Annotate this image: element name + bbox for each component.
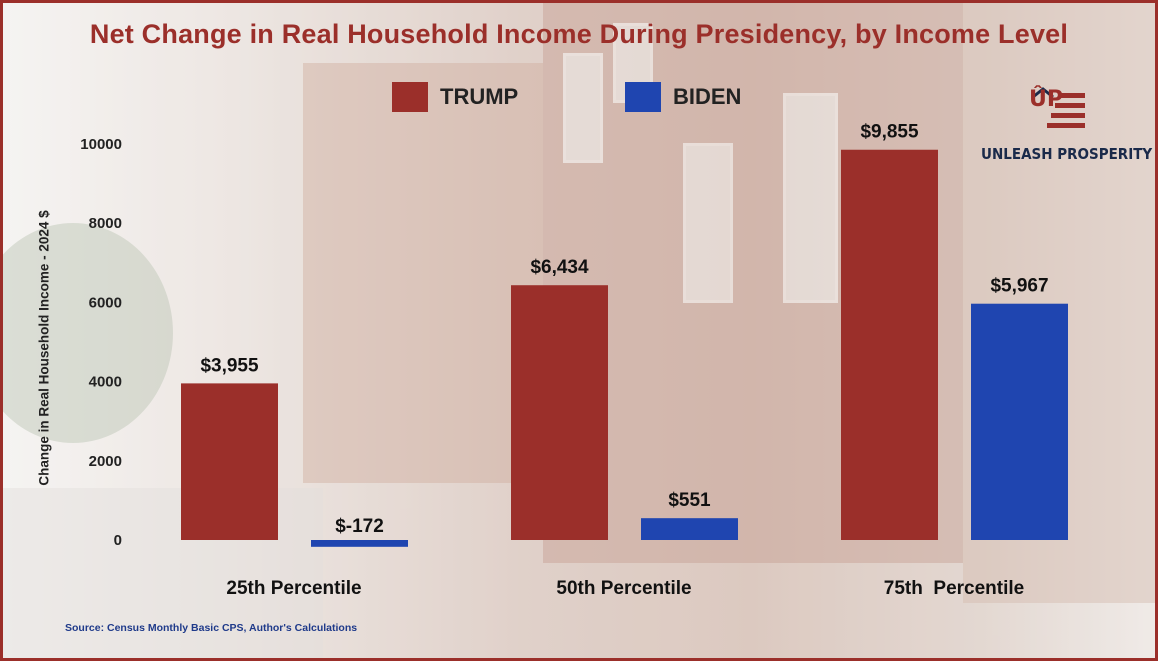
bar-chart: 0 2000 4000 6000 8000 10000 $3,955 $-172 25th Pe… [80, 122, 1068, 599]
window [683, 143, 733, 303]
tree [3, 223, 173, 443]
legend-item-trump: TRUMP [392, 82, 518, 112]
category-label: 75th Percentile [884, 578, 1024, 599]
y-tick-label: 10000 [80, 136, 122, 153]
flag-icon [1032, 87, 1085, 128]
y-tick-label: 8000 [89, 215, 122, 232]
legend-item-biden: BIDEN [625, 82, 741, 112]
legend-swatch-trump [392, 82, 428, 112]
data-label-biden-3: $5,967 [990, 276, 1048, 297]
window [563, 53, 603, 163]
y-tick-label: 6000 [89, 294, 122, 311]
logo-text: UNLEASH PROSPERITY [981, 145, 1153, 163]
data-label-biden-1: $-172 [335, 516, 384, 537]
bar-biden-3 [971, 303, 1068, 540]
y-tick-label: 4000 [89, 374, 122, 391]
legend-label-biden: BIDEN [673, 84, 742, 109]
chart-title: Net Change in Real Household Income Duri… [89, 19, 1069, 49]
y-tick-label: 2000 [89, 453, 122, 470]
bar-biden-2 [641, 518, 738, 540]
legend-swatch-biden [625, 82, 661, 112]
bar-biden-1 [311, 540, 408, 547]
data-label-trump-3: $9,855 [860, 122, 919, 143]
bar-trump-2 [511, 285, 608, 540]
y-tick-label: 0 [114, 532, 122, 549]
bar-trump-3 [841, 149, 938, 540]
source-note: Source: Census Monthly Basic CPS, Author… [65, 622, 358, 634]
data-label-trump-2: $6,434 [530, 257, 589, 278]
category-label: 25th Percentile [226, 578, 361, 599]
data-label-trump-1: $3,955 [200, 355, 259, 376]
logo-mark: ÛP [1029, 87, 1063, 112]
data-label-biden-2: $551 [668, 490, 711, 511]
legend-label-trump: TRUMP [440, 84, 519, 109]
unleash-prosperity-logo: ÛP UNLEASH PROSPERITY [981, 87, 1152, 167]
bar-trump-1 [181, 383, 278, 540]
category-label: 50th Percentile [556, 578, 691, 599]
window [783, 93, 838, 303]
